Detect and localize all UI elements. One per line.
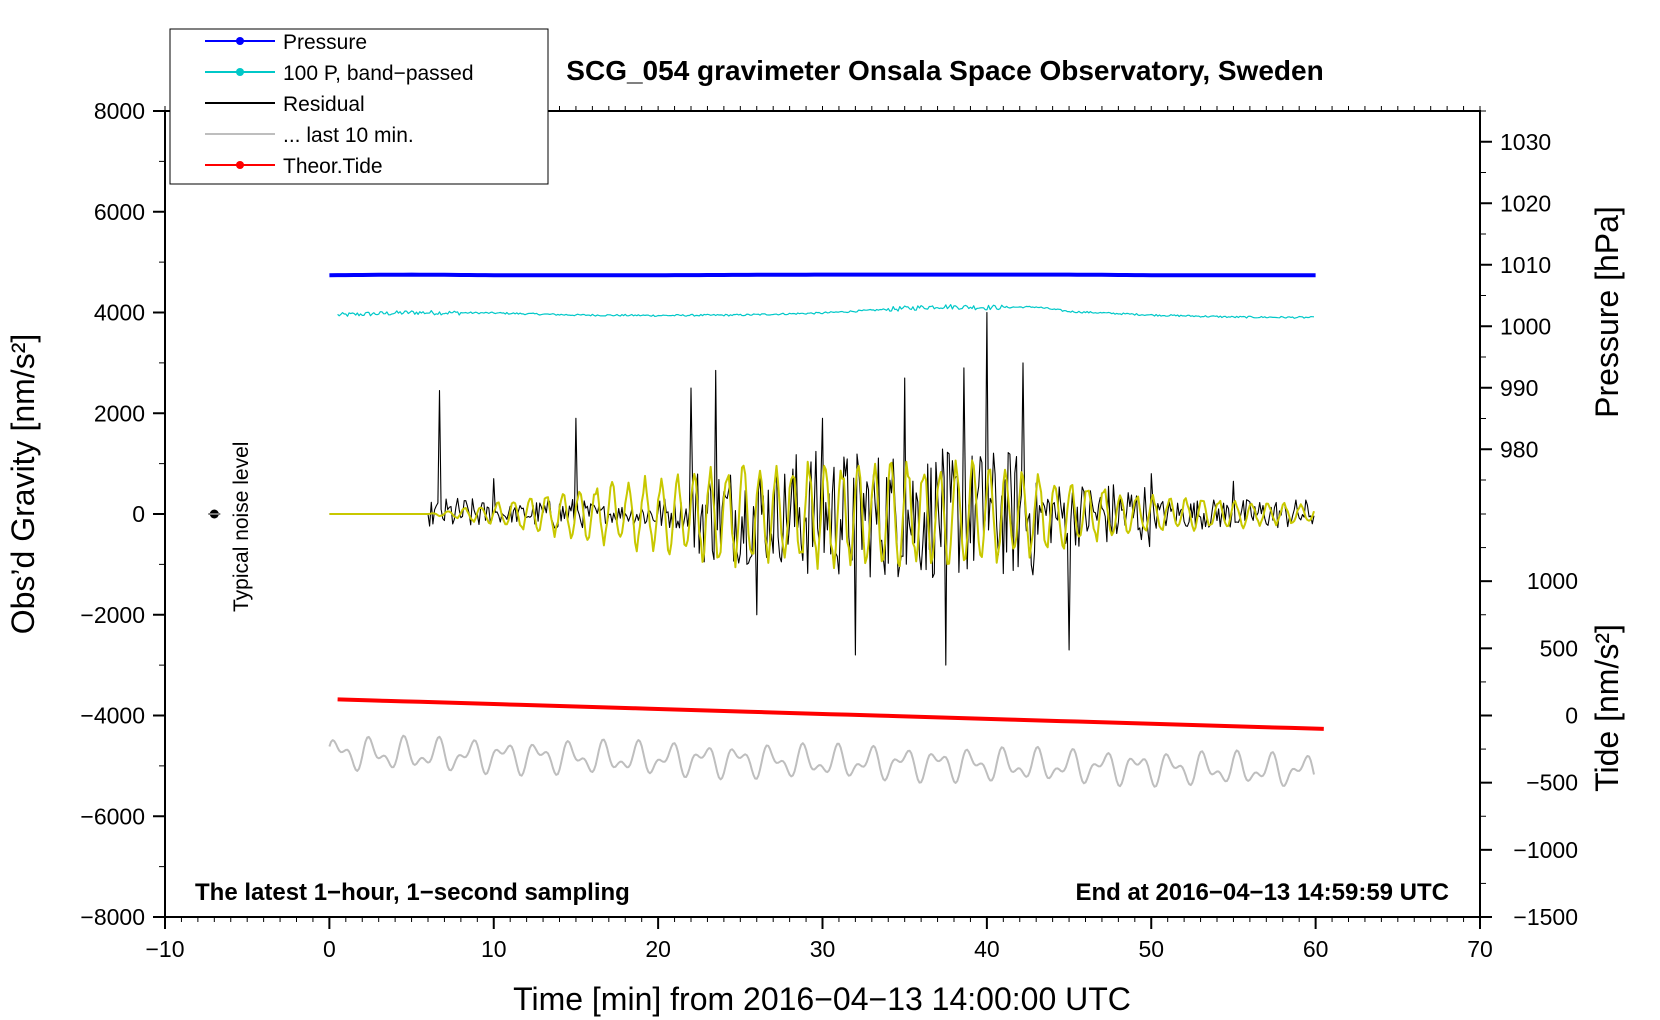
tide-tick-label: −1000 (1513, 837, 1578, 863)
x-tick-label: 0 (323, 936, 336, 962)
pressure-line (329, 272, 1316, 278)
chart-title: SCG_054 gravimeter Onsala Space Observat… (566, 55, 1323, 86)
legend-marker (236, 68, 244, 76)
end-time-note: End at 2016−04−13 14:59:59 UTC (1075, 879, 1449, 906)
residual-line (329, 311, 1315, 666)
legend-marker (236, 161, 244, 169)
pressure-tick-label: 980 (1500, 436, 1538, 462)
y-left-tick-label: −4000 (80, 703, 145, 729)
legend-label: Residual (283, 93, 365, 116)
sampling-note: The latest 1−hour, 1−second sampling (195, 879, 630, 906)
y-left-tick-label: −8000 (80, 904, 145, 930)
tide-tick-label: −1500 (1513, 904, 1578, 930)
y-left-tick-label: 2000 (94, 400, 145, 426)
x-axis-title: Time [min] from 2016−04−13 14:00:00 UTC (513, 981, 1131, 1017)
pressure-tick-label: 1010 (1500, 252, 1551, 278)
tide-tick-label: −500 (1526, 770, 1578, 796)
legend: Pressure 100 P, band−passed Residual ... la… (169, 28, 549, 185)
legend-label: ... last 10 min. (283, 124, 414, 147)
y-left-tick-label: −2000 (80, 602, 145, 628)
x-tick-label: 10 (481, 936, 507, 962)
band-passed-pressure-line (337, 304, 1315, 319)
pressure-tick-label: 1020 (1500, 190, 1551, 216)
legend-box (169, 28, 549, 185)
y-left-tick-label: 6000 (94, 199, 145, 225)
x-tick-label: 60 (1303, 936, 1329, 962)
y-left-axis-title: Obs’d Gravity [nm/s²] (5, 334, 41, 635)
tide-line (337, 697, 1324, 731)
y-left-tick-label: 4000 (94, 300, 145, 326)
x-tick-label: 50 (1138, 936, 1164, 962)
pressure-tick-label: 990 (1500, 375, 1538, 401)
x-tick-label: −10 (145, 936, 184, 962)
y-left-tick-label: 0 (132, 501, 145, 527)
pressure-axis-title: Pressure [hPa] (1589, 206, 1625, 418)
residual-bandpassed-line (329, 459, 1315, 570)
x-tick-label: 40 (974, 936, 1000, 962)
pressure-tick-label: 1030 (1500, 129, 1551, 155)
x-tick-label: 30 (810, 936, 836, 962)
legend-label: 100 P, band−passed (283, 62, 474, 85)
last-10-min-line (328, 734, 1315, 788)
tide-tick-label: 0 (1565, 703, 1578, 729)
y-left-tick-label: 8000 (94, 98, 145, 124)
tide-axis-title: Tide [nm/s²] (1589, 624, 1625, 792)
tide-tick-label: 500 (1540, 635, 1578, 661)
x-tick-label: 70 (1467, 936, 1493, 962)
legend-label: Pressure (283, 31, 367, 54)
noise-level-label: Typical noise level (230, 442, 253, 612)
legend-label: Theor.Tide (283, 155, 383, 178)
pressure-tick-label: 1000 (1500, 313, 1551, 339)
x-tick-label: 20 (645, 936, 671, 962)
tide-tick-label: 1000 (1527, 568, 1578, 594)
legend-marker (236, 37, 244, 45)
y-left-tick-label: −6000 (80, 803, 145, 829)
